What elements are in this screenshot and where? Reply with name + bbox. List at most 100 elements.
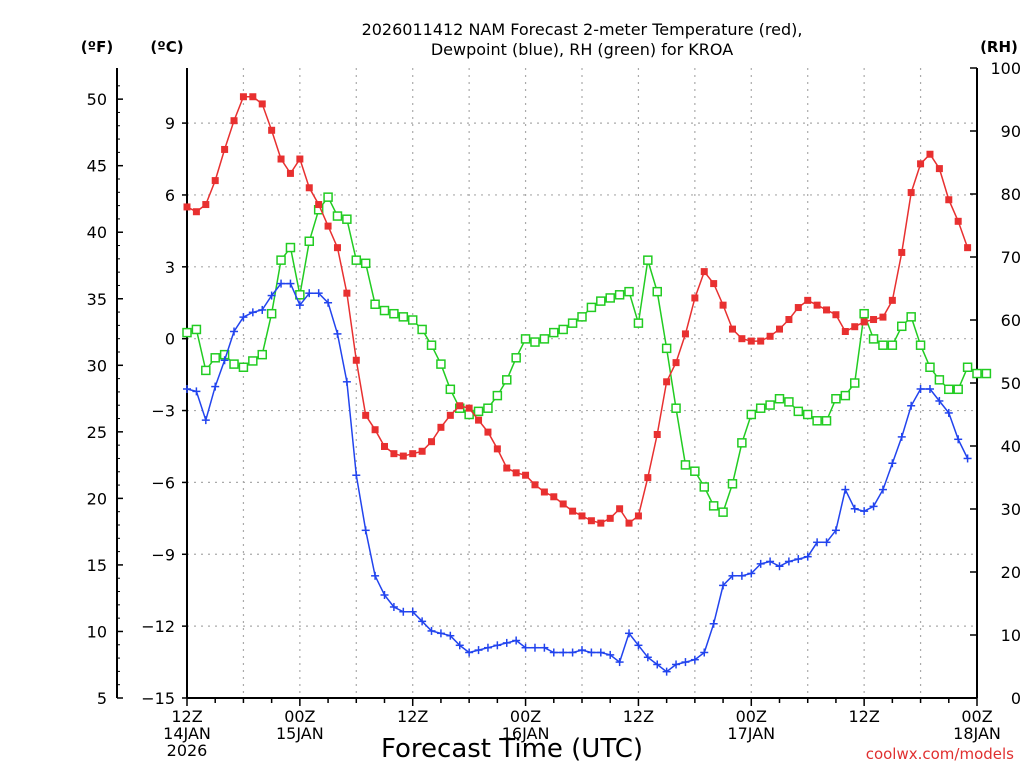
fahrenheit-tick-label: 15 — [87, 556, 107, 575]
x-tick-label: 12Z — [397, 707, 428, 726]
dewpoint-point — [643, 653, 652, 662]
temperature-point — [550, 493, 558, 501]
temperature-point — [935, 165, 943, 173]
dewpoint-point — [869, 502, 878, 511]
temperature-point — [258, 100, 266, 108]
temperature-point — [390, 450, 398, 458]
rh-point — [690, 466, 700, 476]
temperature-series — [183, 93, 972, 527]
temperature-point — [268, 126, 276, 134]
x-tick-label: 00Z — [284, 707, 315, 726]
chart-title-line2: Dewpoint (blue), RH (green) for KROA — [431, 40, 733, 59]
rh-point — [802, 409, 813, 420]
fahrenheit-tick-label: 40 — [87, 223, 107, 242]
temperature-point — [503, 464, 511, 472]
rh-point — [248, 356, 258, 366]
temperature-point — [691, 294, 699, 302]
temperature-point — [352, 356, 360, 364]
x-tick-label: 00Z — [510, 707, 541, 726]
rh-point — [859, 308, 869, 319]
rh-series — [182, 192, 992, 517]
temperature-point — [663, 378, 671, 386]
credit-text: coolwx.com/models — [866, 745, 1014, 763]
fahrenheit-unit-label: (ºF) — [81, 38, 113, 56]
dewpoint-point — [963, 454, 972, 463]
rh-point — [530, 337, 540, 347]
celsius-tick-label: 0 — [165, 330, 175, 349]
dewpoint-point — [672, 660, 681, 669]
dewpoint-point — [709, 619, 718, 628]
temperature-point — [296, 155, 304, 163]
dewpoint-point — [596, 648, 605, 657]
fahrenheit-tick-label: 50 — [87, 90, 107, 109]
dewpoint-point — [831, 526, 840, 535]
rh-tick-label: 100 — [990, 59, 1021, 78]
temperature-point — [211, 177, 219, 185]
temperature-point — [192, 208, 200, 216]
rh-point — [821, 416, 832, 426]
rh-point — [981, 368, 992, 379]
rh-point — [210, 353, 220, 363]
temperature-point — [945, 196, 953, 204]
rh-tick-label: 50 — [1001, 374, 1021, 393]
rh-point — [549, 327, 559, 338]
temperature-point — [446, 411, 454, 419]
temperature-point — [776, 325, 783, 333]
dewpoint-point — [587, 648, 596, 657]
dewpoint-point — [728, 571, 737, 580]
rh-point — [323, 192, 333, 202]
dewpoint-point — [201, 416, 210, 425]
dewpoint-point — [352, 471, 361, 480]
temperature-point — [851, 323, 859, 331]
rh-point — [897, 321, 907, 332]
temperature-point — [757, 337, 765, 345]
rh-point — [558, 324, 568, 335]
dewpoint-point — [502, 638, 511, 647]
temperature-point — [700, 268, 708, 276]
temperature-point — [616, 505, 624, 513]
rh-point — [511, 353, 521, 363]
x-tick-label: 12Z — [848, 707, 879, 726]
temperature-point — [381, 442, 388, 450]
rh-point — [360, 258, 371, 269]
temperature-point — [493, 445, 501, 453]
rh-unit-label: (RH) — [980, 38, 1018, 56]
x-tick-label: 17JAN — [727, 724, 775, 743]
temperature-point — [917, 160, 925, 168]
temperature-point — [804, 296, 812, 304]
rh-point — [596, 296, 606, 306]
rh-point — [624, 286, 634, 297]
temperature-point — [437, 423, 445, 431]
celsius-tick-label: 6 — [165, 186, 175, 205]
rh-point — [614, 290, 625, 300]
rh-tick-label: 80 — [1001, 185, 1021, 204]
rh-point — [520, 334, 531, 344]
temperature-point — [644, 474, 652, 482]
dewpoint-point — [662, 667, 671, 676]
rh-point — [887, 340, 898, 350]
dewpoint-point — [850, 504, 859, 513]
rh-point — [389, 308, 399, 319]
rh-point — [304, 236, 315, 246]
dewpoint-point — [822, 538, 831, 547]
temperature-point — [954, 217, 962, 225]
dewpoint-point — [305, 289, 314, 298]
x-tick-label: 12Z — [171, 707, 202, 726]
dewpoint-point — [925, 384, 934, 393]
dewpoint-point — [333, 329, 342, 338]
rh-point — [417, 324, 427, 335]
rh-point — [370, 299, 380, 309]
fahrenheit-tick-label: 25 — [87, 423, 107, 442]
rh-point — [257, 349, 267, 360]
temperature-point — [456, 402, 464, 410]
rh-point — [379, 305, 390, 316]
temperature-point — [870, 316, 878, 324]
dewpoint-point — [559, 648, 568, 657]
x-tick-label: 00Z — [961, 707, 992, 726]
temperature-point — [888, 296, 896, 304]
fahrenheit-tick-label: 10 — [87, 622, 107, 641]
rh-point — [755, 403, 766, 413]
temperature-point — [418, 447, 426, 455]
dewpoint-point — [803, 552, 812, 561]
